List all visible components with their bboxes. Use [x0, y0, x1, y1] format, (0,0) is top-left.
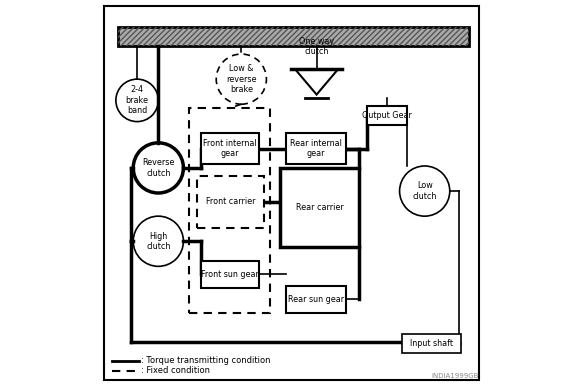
FancyBboxPatch shape [280, 168, 359, 247]
Text: Low &
reverse
brake: Low & reverse brake [226, 64, 257, 94]
Text: : Fixed condition: : Fixed condition [141, 366, 210, 375]
Text: Front internal
gear: Front internal gear [203, 139, 257, 158]
FancyBboxPatch shape [104, 6, 479, 380]
Text: Low
clutch: Low clutch [413, 181, 437, 201]
Text: Rear internal
gear: Rear internal gear [290, 139, 342, 158]
Text: High
clutch: High clutch [146, 232, 170, 251]
Text: : Torque transmitting condition: : Torque transmitting condition [141, 356, 271, 366]
Text: Front sun gear: Front sun gear [201, 269, 259, 279]
Text: One way
clutch: One way clutch [299, 37, 334, 56]
Text: Rear sun gear: Rear sun gear [287, 295, 344, 304]
FancyBboxPatch shape [286, 133, 346, 164]
FancyBboxPatch shape [201, 261, 259, 288]
Text: Output Gear: Output Gear [362, 111, 412, 120]
FancyBboxPatch shape [201, 133, 259, 164]
Text: Front carrier: Front carrier [206, 197, 255, 206]
Text: INDIA1999GB: INDIA1999GB [431, 373, 479, 379]
FancyBboxPatch shape [197, 176, 265, 228]
Text: Reverse
clutch: Reverse clutch [142, 158, 174, 178]
Text: Rear carrier: Rear carrier [296, 203, 343, 212]
FancyBboxPatch shape [402, 334, 461, 353]
FancyBboxPatch shape [286, 286, 346, 313]
Text: 2-4
brake
band: 2-4 brake band [125, 85, 149, 115]
FancyBboxPatch shape [118, 27, 469, 46]
FancyBboxPatch shape [367, 106, 408, 125]
Text: Input shaft: Input shaft [410, 339, 453, 348]
